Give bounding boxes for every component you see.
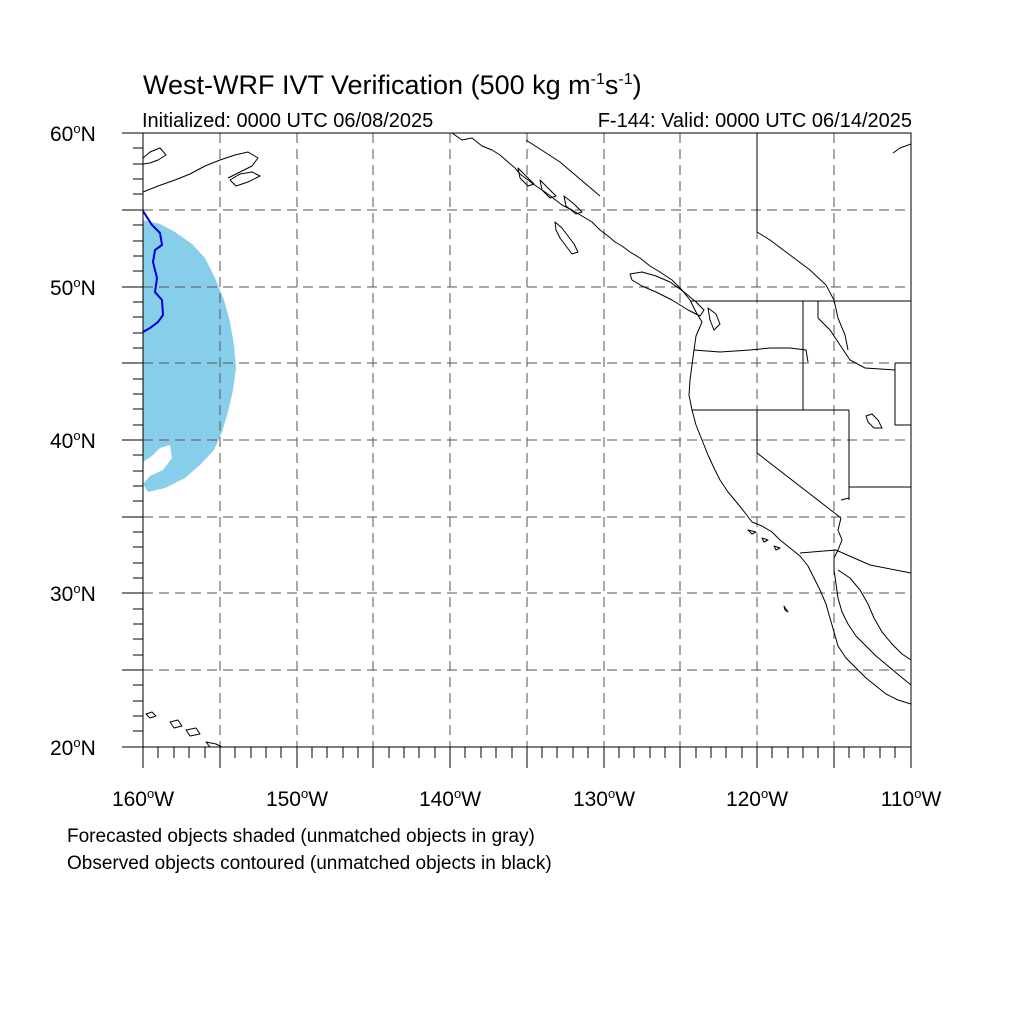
legend-forecast-note: Forecasted objects shaded (unmatched obj… [67, 826, 535, 847]
plot-title: West-WRF IVT Verification (500 kg m-1s-1… [143, 70, 642, 100]
legend-observed-note: Observed objects contoured (unmatched ob… [67, 853, 552, 874]
lon-tick-label: 120oW [725, 786, 789, 811]
forecast-object-shaded [143, 220, 236, 492]
lon-tick-label: 160oW [111, 786, 175, 811]
lat-tick-label: 40oN [50, 428, 96, 453]
political-boundaries [525, 133, 911, 574]
lat-tick-label: 60oN [50, 121, 96, 146]
lon-tick-label: 150oW [265, 786, 329, 811]
lat-tick-label: 30oN [50, 581, 96, 606]
lon-tick-label: 140oW [418, 786, 482, 811]
init-time-label: Initialized: 0000 UTC 06/08/2025 [142, 110, 434, 132]
coastlines [143, 133, 911, 747]
lake-outline [865, 413, 883, 429]
observed-object-contour [143, 210, 165, 333]
tick-marks [122, 132, 912, 768]
lat-tick-label: 50oN [50, 275, 96, 300]
lat-tick-label: 20oN [50, 735, 96, 760]
lon-tick-label: 130oW [572, 786, 636, 811]
lon-tick-label: 110oW [880, 786, 942, 811]
grid-lines [143, 133, 911, 747]
valid-time-label: F-144: Valid: 0000 UTC 06/14/2025 [597, 110, 912, 132]
